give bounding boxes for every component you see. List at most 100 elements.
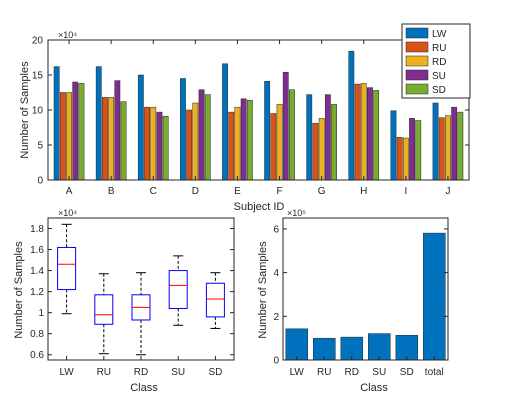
bar-SD-E xyxy=(246,99,253,181)
legend-label-RD: RD xyxy=(432,57,446,68)
total-x-axis-label: Class xyxy=(360,382,388,394)
bar-SU-A xyxy=(72,81,79,181)
bar-LW-F xyxy=(264,81,271,181)
bar-SU-I xyxy=(409,118,415,181)
top-x-tick-label: B xyxy=(108,186,115,197)
total-x-tick-label: SU xyxy=(372,367,386,378)
legend-swatch-SU xyxy=(405,69,429,81)
legend-label-RU: RU xyxy=(432,43,446,54)
bar-RU-H xyxy=(354,83,361,181)
bar-RD-A xyxy=(66,92,72,181)
box-x-tick-label: LW xyxy=(59,367,74,378)
total-x-tick-label: total xyxy=(425,367,444,378)
bar-SD-C xyxy=(162,116,169,181)
box-y-tick-label: 0.8 xyxy=(30,329,44,340)
box-x-tick-label: RU xyxy=(97,367,111,378)
total-y-tick-label: 4 xyxy=(273,268,279,279)
box-x-tick-label: RD xyxy=(134,367,148,378)
box-y-tick-label: 1 xyxy=(38,308,44,319)
top-y-tick-label: 20 xyxy=(32,36,44,47)
total-exponent-label: ×10⁵ xyxy=(287,208,306,218)
bar-RD-I xyxy=(402,137,409,181)
total-y-axis-label: Number of Samples xyxy=(257,241,269,339)
bar-SD-G xyxy=(331,104,337,181)
box-y-tick-label: 0.6 xyxy=(30,350,44,361)
bar-RD-H xyxy=(360,83,367,181)
legend-swatch-LW xyxy=(405,27,429,39)
bar-RU-G xyxy=(312,123,319,181)
top-x-tick-label: A xyxy=(66,186,73,197)
total-x-tick-label: SD xyxy=(400,367,414,378)
box-y-tick-label: 1.2 xyxy=(30,287,44,298)
bar-SU-B xyxy=(114,80,121,181)
total-y-tick-label: 0 xyxy=(273,356,279,367)
top-x-tick-label: F xyxy=(276,186,282,197)
bar-LW-G xyxy=(306,94,313,181)
bar-SD-A xyxy=(78,83,85,181)
bar-RD-G xyxy=(318,118,325,181)
bar-RU-B xyxy=(102,97,108,181)
bar-SD-J xyxy=(457,111,464,181)
bar-LW-D xyxy=(180,78,186,181)
bar-RU-E xyxy=(228,111,235,181)
box-LW xyxy=(57,246,77,291)
box-x-axis-label: Class xyxy=(130,382,158,394)
box-SU xyxy=(168,270,188,309)
box-RU xyxy=(94,294,114,325)
top-x-tick-label: E xyxy=(234,186,241,197)
top-x-tick-label: G xyxy=(318,186,326,197)
top-x-tick-label: H xyxy=(360,186,367,197)
box-y-axis-label: Number of Samples xyxy=(13,241,25,339)
bar-RD-B xyxy=(108,97,115,181)
legend-label-SD: SD xyxy=(432,85,446,96)
top-exponent-label: ×10⁴ xyxy=(58,30,77,40)
box-x-tick-label: SU xyxy=(171,367,185,378)
total-x-tick-label: LW xyxy=(290,367,305,378)
class-total-bar-chart: ×10⁵ Number of Samples Class LW RU RD SU SD t… xyxy=(257,208,449,394)
bar-SU-J xyxy=(451,106,458,181)
bar-RU-A xyxy=(59,92,66,181)
bar-LW-H xyxy=(348,50,355,181)
total-axes-box xyxy=(282,217,449,361)
top-y-tick-label: 5 xyxy=(37,141,43,152)
bar-LW-I xyxy=(390,110,397,181)
top-x-tick-label: D xyxy=(192,186,199,197)
box-axes-box xyxy=(47,217,235,361)
total-x-tick-label: RU xyxy=(317,367,331,378)
box-x-tick-label: SD xyxy=(208,367,222,378)
box-y-tick-label: 1.8 xyxy=(30,224,44,235)
bar-RD-E xyxy=(234,106,241,181)
bar-RU-J xyxy=(438,117,445,181)
subject-bar-chart: ×10⁴ Number of Samples Subject ID 0 5 10 15… xyxy=(19,23,471,213)
legend-label-LW: LW xyxy=(432,29,447,40)
bar-LW-J xyxy=(432,102,439,181)
total-y-tick-label: 2 xyxy=(273,312,279,323)
bar-LW-A xyxy=(53,66,60,181)
bar-SD-H xyxy=(373,90,380,181)
box-exponent-label: ×10⁴ xyxy=(58,208,77,218)
bar-SU-E xyxy=(240,98,247,181)
bar-SD-F xyxy=(289,89,295,181)
bar-RD-D xyxy=(192,102,199,181)
top-x-tick-label: I xyxy=(404,186,407,197)
top-x-axis-label: Subject ID xyxy=(234,201,285,213)
legend-swatch-RU xyxy=(405,41,429,53)
box-y-tick-label: 1.4 xyxy=(30,266,44,277)
top-y-tick-label: 15 xyxy=(32,71,44,82)
top-x-tick-label: C xyxy=(150,186,157,197)
top-y-tick-label: 10 xyxy=(32,106,44,117)
bar-RD-C xyxy=(150,106,157,181)
legend-swatch-RD xyxy=(405,55,429,67)
bar-SD-B xyxy=(120,101,127,181)
top-x-tick-label: J xyxy=(445,186,450,197)
bar-RU-D xyxy=(186,109,193,181)
legend-swatch-SD xyxy=(405,83,429,95)
bar-LW-B xyxy=(95,66,102,181)
bar-SU-C xyxy=(156,111,163,181)
bar-SU-G xyxy=(324,94,331,181)
box-SD xyxy=(205,282,225,318)
bar-SU-F xyxy=(282,71,289,181)
bar-SU-D xyxy=(198,89,205,181)
bar-total xyxy=(423,232,446,361)
